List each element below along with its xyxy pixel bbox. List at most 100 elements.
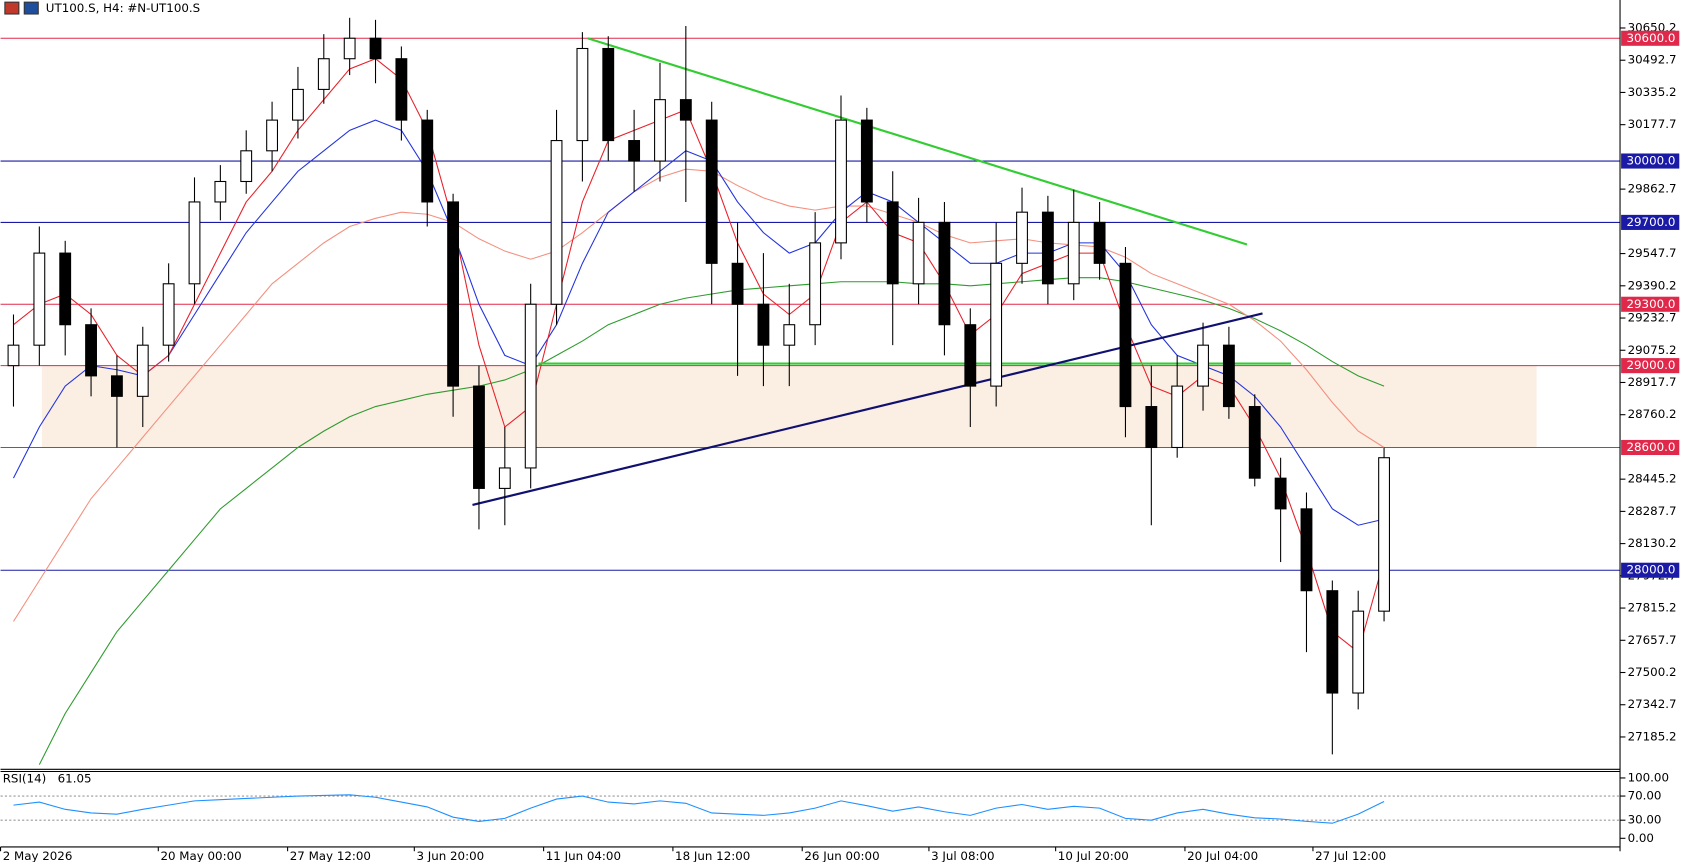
candle-body (1067, 221, 1080, 285)
candle-body (964, 324, 977, 387)
candle-body (912, 221, 925, 285)
moving-average (13, 168, 1385, 622)
candle-body (1352, 610, 1365, 694)
candle-body (602, 47, 615, 142)
candle-body (783, 324, 796, 346)
candle-body (188, 201, 201, 285)
x-tick-label: 20 May 00:00 (160, 849, 241, 862)
moving-average (12, 119, 1385, 526)
candle-body (110, 375, 123, 397)
candle-body (1041, 211, 1054, 285)
candle-body (1197, 344, 1209, 387)
candle-body (1274, 477, 1287, 510)
candle-body (809, 242, 822, 326)
y-tick-label: 27657.7 (1628, 633, 1677, 647)
candle-body (473, 385, 485, 489)
candle-body (266, 119, 279, 152)
candle-body (1119, 262, 1132, 408)
level-label-box (1621, 296, 1680, 312)
y-tick-label: 27815.2 (1628, 601, 1677, 615)
candle-body (369, 37, 382, 60)
rsi-tick-label: 70.00 (1628, 789, 1662, 803)
candle-body (576, 47, 589, 142)
candle-body (162, 283, 175, 346)
y-tick-label: 28917.7 (1628, 375, 1677, 389)
level-label-box (1621, 30, 1680, 46)
candle-body (1300, 508, 1313, 592)
candle-body (990, 262, 1003, 387)
candle-body (654, 99, 666, 162)
x-tick-label: 18 Jun 12:00 (675, 849, 750, 862)
y-tick-label: 28760.2 (1628, 407, 1677, 421)
level-label: 29300.0 (1626, 297, 1675, 311)
rsi-value: 61.05 (58, 772, 92, 786)
y-tick-label: 29862.7 (1628, 182, 1677, 196)
y-tick-label: 30177.7 (1628, 117, 1677, 131)
level-label-box (1621, 214, 1680, 230)
chart-icon[interactable] (23, 1, 39, 15)
candle-body (1222, 344, 1235, 408)
x-tick-label: 3 Jun 20:00 (416, 849, 484, 862)
x-tick-label: 11 Jun 04:00 (546, 849, 621, 862)
candle-body (835, 119, 847, 244)
candle-body (136, 344, 149, 397)
candle-body (938, 221, 951, 326)
candle-body (1016, 211, 1028, 264)
level-label-box (1621, 562, 1680, 578)
level-label: 30600.0 (1626, 31, 1675, 45)
y-tick-label: 30335.2 (1628, 85, 1677, 99)
y-tick-label: 28130.2 (1628, 536, 1677, 550)
candle-body (679, 99, 692, 121)
candle-body (1145, 406, 1158, 449)
y-tick-label: 29390.2 (1628, 278, 1677, 292)
level-label: 30000.0 (1626, 154, 1675, 168)
y-tick-label: 28445.2 (1628, 472, 1677, 486)
moving-average (13, 58, 1385, 654)
candle-body (1248, 406, 1261, 479)
rsi-tick-label: 100.00 (1628, 770, 1669, 784)
level-label: 29000.0 (1626, 358, 1675, 372)
y-tick-label: 28287.7 (1628, 504, 1677, 518)
rsi-tick-label: 30.00 (1628, 813, 1662, 827)
candle-body (1171, 385, 1184, 449)
level-label-box (1621, 439, 1680, 456)
x-tick-label: 2 May 2026 (3, 849, 73, 862)
candle-body (85, 324, 97, 377)
x-tick-label: 26 Jun 00:00 (804, 849, 879, 862)
y-tick-label: 30492.7 (1628, 53, 1677, 67)
candle-body (7, 344, 20, 367)
rsi-tick-label: 0.00 (1628, 831, 1654, 845)
x-tick-label: 10 Jul 20:00 (1058, 849, 1129, 862)
menu-icon[interactable] (4, 1, 20, 15)
candle-body (395, 58, 408, 121)
header: UT100.S, H4: #N-UT100.S (46, 1, 200, 15)
candle-body (860, 119, 873, 203)
level-label-box (1621, 153, 1680, 169)
candle-body (757, 303, 770, 346)
candle-body (1326, 590, 1339, 694)
candle-body (524, 303, 537, 469)
y-tick-label: 29232.7 (1628, 311, 1677, 325)
candle-body (214, 180, 227, 203)
candle-body (705, 119, 718, 264)
level-label-box (1621, 358, 1680, 374)
x-tick-label: 27 May 12:00 (290, 849, 371, 862)
trendline (587, 37, 1248, 246)
y-tick-label: 27185.2 (1628, 729, 1677, 743)
candle-body (1378, 457, 1390, 612)
candle-body (343, 37, 356, 60)
level-label: 29700.0 (1626, 215, 1675, 229)
y-tick-label: 27342.7 (1628, 697, 1677, 711)
candle-body (59, 252, 72, 326)
candle-body (628, 140, 641, 162)
rsi-line (13, 794, 1385, 824)
candle-body (317, 58, 330, 90)
y-tick-label: 27500.2 (1628, 665, 1677, 679)
candle-body (1093, 221, 1106, 264)
candle-body (33, 252, 46, 346)
level-label: 28000.0 (1626, 563, 1675, 577)
x-tick-label: 20 Jul 04:00 (1187, 849, 1258, 862)
candle-body (550, 140, 563, 305)
y-tick-label: 29547.7 (1628, 246, 1677, 260)
